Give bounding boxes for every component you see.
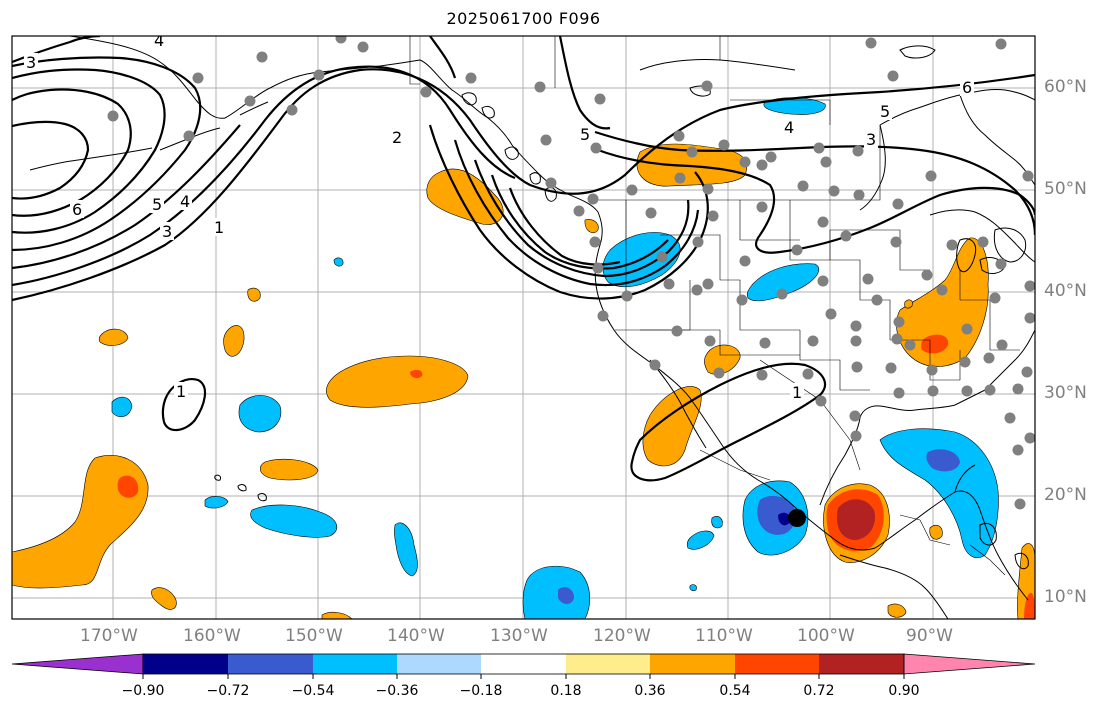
contour-label: 5 bbox=[580, 125, 590, 144]
longitude-label: 170°W bbox=[80, 626, 138, 646]
positive-anomaly-fill bbox=[12, 143, 1035, 619]
contour-label: 1 bbox=[792, 383, 802, 402]
contour-label: 5 bbox=[880, 102, 890, 121]
station-markers bbox=[107, 36, 1035, 510]
longitude-label: 100°W bbox=[797, 626, 855, 646]
colorbar-tick-label: 0.90 bbox=[888, 683, 920, 699]
colorbar-tick-label: −0.72 bbox=[206, 683, 250, 699]
contour-label: 3 bbox=[26, 53, 36, 72]
colorbar-tick-label: 0.54 bbox=[719, 683, 751, 699]
map-title: 2025061700 F096 bbox=[446, 9, 601, 28]
colorbar-bin bbox=[650, 654, 735, 674]
colorbar-extend-low bbox=[11, 653, 144, 675]
latitude-label: 40°N bbox=[1044, 281, 1087, 301]
contour-label: 3 bbox=[162, 222, 172, 241]
colorbar-tick-label: −0.54 bbox=[291, 683, 335, 699]
latitude-label: 50°N bbox=[1044, 179, 1087, 199]
colorbar-bin bbox=[819, 654, 904, 674]
contour-label: 1 bbox=[214, 218, 224, 237]
colorbar-bin bbox=[481, 654, 566, 674]
negative-anomaly-strongest bbox=[778, 512, 791, 526]
longitude-label: 130°W bbox=[490, 626, 548, 646]
latitude-label: 30°N bbox=[1044, 383, 1087, 403]
latitude-label: 20°N bbox=[1044, 485, 1087, 505]
contour-label: 3 bbox=[866, 130, 876, 149]
contour-label: 2 bbox=[392, 128, 402, 147]
map-frame bbox=[11, 35, 1036, 620]
colorbar-tick-label: 0.18 bbox=[550, 683, 582, 699]
longitude-label: 120°W bbox=[593, 626, 651, 646]
contour-label: 1 bbox=[176, 382, 186, 401]
colorbar-tick-label: 0.36 bbox=[634, 683, 666, 699]
longitude-label: 160°W bbox=[183, 626, 241, 646]
longitude-label: 140°W bbox=[387, 626, 445, 646]
storm-marker bbox=[788, 509, 806, 527]
longitude-label: 150°W bbox=[285, 626, 343, 646]
colorbar-extend-high bbox=[903, 653, 1036, 675]
colorbar-tick-label: −0.36 bbox=[375, 683, 419, 699]
colorbar bbox=[11, 653, 1036, 679]
contour-label: 4 bbox=[154, 31, 164, 50]
longitude-label: 110°W bbox=[695, 626, 753, 646]
colorbar-bin bbox=[143, 654, 228, 674]
contour-label: 6 bbox=[72, 200, 82, 219]
positive-anomaly-strongest bbox=[836, 499, 876, 540]
latitude-label: 10°N bbox=[1044, 587, 1087, 607]
colorbar-bin bbox=[313, 654, 397, 674]
colorbar-bin bbox=[397, 654, 481, 674]
colorbar-bin bbox=[228, 654, 313, 674]
colorbar-tick-label: −0.90 bbox=[121, 683, 165, 699]
contour-label: 5 bbox=[152, 195, 162, 214]
contour-label: 6 bbox=[962, 78, 972, 97]
longitude-label: 90°W bbox=[906, 626, 953, 646]
colorbar-bin bbox=[735, 654, 819, 674]
contour-label: 4 bbox=[784, 118, 794, 137]
contour-label: 4 bbox=[180, 192, 190, 211]
colorbar-tick-label: 0.72 bbox=[803, 683, 835, 699]
contour-label-layer: 3 4 6 5 4 3 1 2 5 5 6 4 3 1 1 bbox=[24, 31, 974, 402]
political-borders bbox=[409, 36, 1020, 576]
colorbar-bin bbox=[566, 654, 650, 674]
latitude-label: 60°N bbox=[1044, 77, 1087, 97]
colorbar-tick-label: −0.18 bbox=[459, 683, 503, 699]
